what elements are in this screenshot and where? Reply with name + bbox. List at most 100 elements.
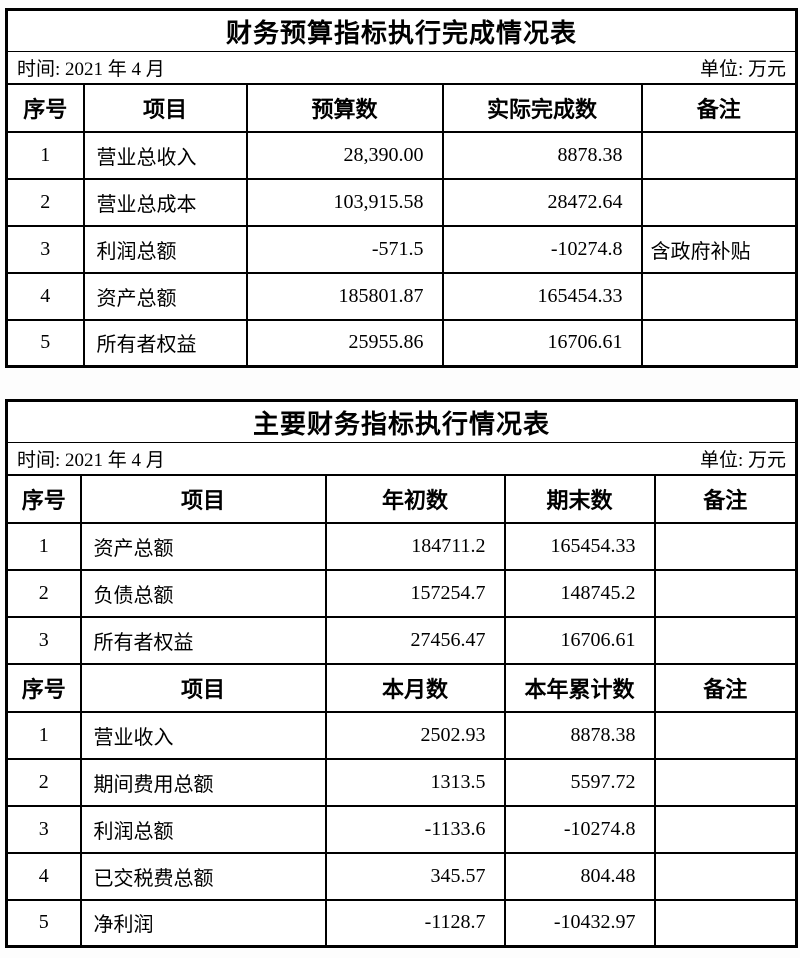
- table-row: 1 营业收入 2502.93 8878.38: [5, 710, 798, 760]
- remark-cell: [640, 318, 798, 368]
- serial-col-header: 序号: [5, 473, 82, 524]
- item-cell: 营业总收入: [82, 130, 248, 180]
- serial-cell: 3: [5, 224, 85, 274]
- value-cell: -1128.7: [324, 898, 506, 948]
- table-row: 5 所有者权益 25955.86 16706.61: [5, 318, 798, 368]
- value-cell: 8878.38: [503, 710, 656, 760]
- serial-cell: 3: [5, 615, 82, 665]
- serial-cell: 1: [5, 521, 82, 571]
- serial-col-header: 序号: [5, 82, 85, 133]
- value-cell: -1133.6: [324, 804, 506, 854]
- item-cell: 营业总成本: [82, 177, 248, 227]
- value-cell: 28,390.00: [245, 130, 444, 180]
- table-row: 2 负债总额 157254.7 148745.2: [5, 568, 798, 618]
- unit-label: 单位: 万元: [699, 449, 787, 471]
- serial-cell: 1: [5, 130, 85, 180]
- value-cell: 2502.93: [324, 710, 506, 760]
- serial-cell: 2: [5, 757, 82, 807]
- table-row: 3 利润总额 -571.5 -10274.8 含政府补贴: [5, 224, 798, 274]
- value-cell: 1313.5: [324, 757, 506, 807]
- value-cell: 16706.61: [503, 615, 656, 665]
- remark-cell: [653, 851, 798, 901]
- remark-cell: [640, 177, 798, 227]
- value-cell: 804.48: [503, 851, 656, 901]
- value-cell: 27456.47: [324, 615, 506, 665]
- value-cell: 16706.61: [441, 318, 643, 368]
- value-cell: 28472.64: [441, 177, 643, 227]
- item-cell: 期间费用总额: [79, 757, 327, 807]
- budget-col-header: 预算数: [245, 82, 444, 133]
- serial-cell: 4: [5, 271, 85, 321]
- remark-cell: [653, 710, 798, 760]
- remark-col-header: 备注: [653, 473, 798, 524]
- serial-cell: 5: [5, 318, 85, 368]
- value-cell: 165454.33: [503, 521, 656, 571]
- item-cell: 资产总额: [82, 271, 248, 321]
- table-row: 5 净利润 -1128.7 -10432.97: [5, 898, 798, 948]
- table-row: 2 营业总成本 103,915.58 28472.64: [5, 177, 798, 227]
- time-unit-row: 时间: 2021 年 4 月 单位: 万元: [5, 442, 798, 476]
- time-label: 时间: 2021 年 4 月: [17, 58, 165, 80]
- remark-col-header: 备注: [640, 82, 798, 133]
- remark-cell: [653, 615, 798, 665]
- time-label: 时间: 2021 年 4 月: [17, 449, 165, 471]
- value-cell: -10432.97: [503, 898, 656, 948]
- item-cell: 营业收入: [79, 710, 327, 760]
- table-row: 1 资产总额 184711.2 165454.33: [5, 521, 798, 571]
- item-cell: 所有者权益: [82, 318, 248, 368]
- table-title: 财务预算指标执行完成情况表: [5, 8, 798, 52]
- value-cell: 148745.2: [503, 568, 656, 618]
- remark-cell: [640, 271, 798, 321]
- value-cell: 345.57: [324, 851, 506, 901]
- value-cell: -10274.8: [441, 224, 643, 274]
- main-indicators-table: 主要财务指标执行情况表 时间: 2021 年 4 月 单位: 万元 序号 项目 …: [5, 399, 799, 948]
- value-cell: -10274.8: [503, 804, 656, 854]
- serial-cell: 5: [5, 898, 82, 948]
- item-cell: 已交税费总额: [79, 851, 327, 901]
- remark-cell: [653, 568, 798, 618]
- value-cell: 5597.72: [503, 757, 656, 807]
- value-cell: -571.5: [245, 224, 444, 274]
- table-row: 3 所有者权益 27456.47 16706.61: [5, 615, 798, 665]
- value-cell: 184711.2: [324, 521, 506, 571]
- item-cell: 利润总额: [79, 804, 327, 854]
- item-cell: 净利润: [79, 898, 327, 948]
- item-cell: 负债总额: [79, 568, 327, 618]
- item-cell: 资产总额: [79, 521, 327, 571]
- serial-cell: 2: [5, 568, 82, 618]
- table-title: 主要财务指标执行情况表: [5, 399, 798, 443]
- value-cell: 103,915.58: [245, 177, 444, 227]
- time-unit-row: 时间: 2021 年 4 月 单位: 万元: [5, 51, 798, 85]
- period-end-col-header: 期末数: [503, 473, 656, 524]
- serial-cell: 3: [5, 804, 82, 854]
- actual-col-header: 实际完成数: [441, 82, 643, 133]
- remark-cell: [653, 757, 798, 807]
- item-col-header: 项目: [79, 662, 327, 713]
- serial-cell: 4: [5, 851, 82, 901]
- serial-col-header: 序号: [5, 662, 82, 713]
- table-row: 3 利润总额 -1133.6 -10274.8: [5, 804, 798, 854]
- budget-execution-table: 财务预算指标执行完成情况表 时间: 2021 年 4 月 单位: 万元 序号 项…: [5, 8, 799, 368]
- month-col-header: 本月数: [324, 662, 506, 713]
- remark-cell: [640, 130, 798, 180]
- remark-cell: [653, 521, 798, 571]
- remark-col-header: 备注: [653, 662, 798, 713]
- remark-cell: [653, 804, 798, 854]
- serial-cell: 2: [5, 177, 85, 227]
- table-row: 2 期间费用总额 1313.5 5597.72: [5, 757, 798, 807]
- item-col-header: 项目: [79, 473, 327, 524]
- item-cell: 利润总额: [82, 224, 248, 274]
- table-row: 4 资产总额 185801.87 165454.33: [5, 271, 798, 321]
- serial-cell: 1: [5, 710, 82, 760]
- year-start-col-header: 年初数: [324, 473, 506, 524]
- table-row: 4 已交税费总额 345.57 804.48: [5, 851, 798, 901]
- unit-label: 单位: 万元: [700, 58, 787, 80]
- item-cell: 所有者权益: [79, 615, 327, 665]
- remark-cell: 含政府补贴: [640, 224, 798, 274]
- ytd-col-header: 本年累计数: [503, 662, 656, 713]
- value-cell: 185801.87: [245, 271, 444, 321]
- table-row: 1 营业总收入 28,390.00 8878.38: [5, 130, 798, 180]
- value-cell: 157254.7: [324, 568, 506, 618]
- value-cell: 8878.38: [441, 130, 643, 180]
